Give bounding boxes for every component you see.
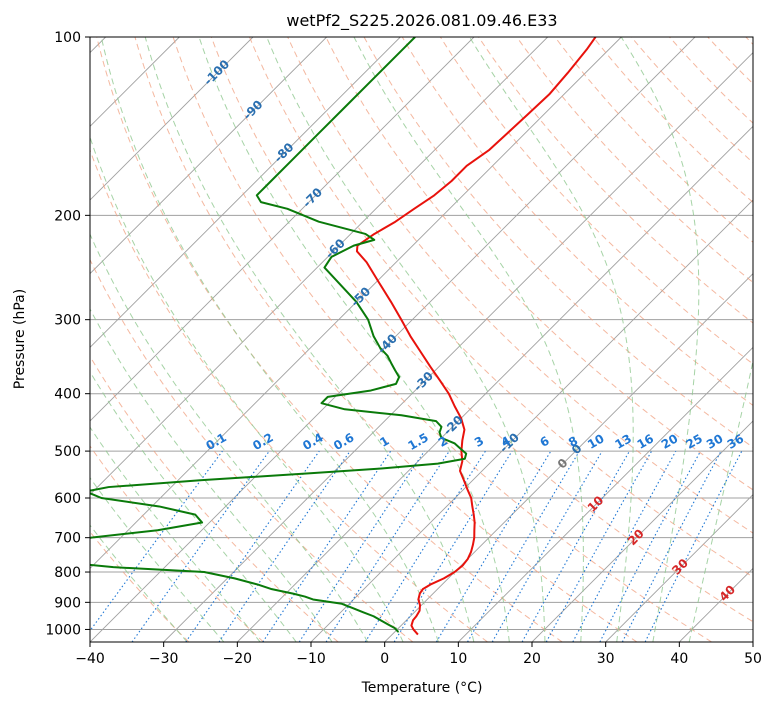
x-tick-label: 10 [449, 651, 467, 667]
moist-adiabat-line [100, 37, 439, 642]
x-tick-label: 40 [670, 651, 688, 667]
moist-adiabat-line [90, 135, 404, 642]
x-tick-label: 0 [380, 651, 389, 667]
isotherm-line [384, 273, 753, 642]
isotherm-line [90, 37, 696, 642]
isotherm-line [458, 346, 753, 642]
moist-adiabat-line [620, 37, 700, 642]
y-tick-label: 1000 [45, 622, 81, 638]
dry-adiabat-line [325, 37, 753, 491]
dry-adiabat-line [478, 37, 753, 324]
isotherm-line [90, 37, 254, 201]
isotherm-line [237, 125, 753, 642]
y-tick-label: 800 [54, 565, 81, 581]
x-tick-label: −40 [75, 651, 105, 667]
dry-adiabat-line [363, 37, 753, 448]
moist-adiabat-line [198, 37, 510, 642]
moist-adiabat-line [144, 37, 475, 642]
dry-adiabat-line [210, 37, 753, 623]
dry-adiabat-line [287, 37, 753, 534]
isotherm-line [90, 37, 548, 496]
moist-adiabat-line [90, 308, 333, 642]
mixing-ratio-line [467, 450, 580, 642]
moist-adiabat-line [90, 476, 225, 642]
mixing-ratio-line [218, 450, 351, 642]
mixing-ratio-line [435, 450, 552, 642]
mixing-ratio-line [90, 450, 223, 632]
mixing-ratio-line [491, 450, 603, 642]
y-tick-label: 900 [54, 595, 81, 611]
x-tick-label: 20 [523, 651, 541, 667]
temperature-trace [355, 37, 597, 636]
isotherm-line [531, 420, 753, 642]
moist-adiabat-line [90, 426, 261, 642]
dry-adiabat-line [249, 37, 753, 578]
mixing-ratio-line [393, 450, 513, 642]
moist-adiabat-line [90, 370, 297, 642]
y-axis-label: Pressure (hPa) [12, 289, 28, 389]
y-tick-label: 500 [54, 444, 81, 460]
x-tick-label: 30 [597, 651, 615, 667]
axes: −40 −30 −20 −10 0 10 20 30 40 50 100 200 300 400 500 60… [45, 30, 762, 667]
moist-adiabat-line [353, 37, 584, 642]
isotherm-line [90, 37, 327, 275]
isotherm-line [90, 37, 622, 569]
plot-area: -100-90-80-70-60-50-40-30-20-10 010203040… [90, 37, 753, 642]
y-tick-label: 100 [54, 30, 81, 46]
dewpoint-trace [90, 37, 468, 633]
dry-adiabat-line [516, 37, 753, 284]
x-tick-label: −30 [149, 651, 179, 667]
plot-frame [89, 36, 754, 643]
mixing-ratio-line [364, 450, 486, 642]
dry-adiabat-line [134, 37, 638, 642]
dry-adiabat-line [630, 37, 753, 164]
y-tick-label: 700 [54, 531, 81, 547]
isotherm-line [163, 52, 753, 642]
dry-adiabat-line [90, 445, 264, 642]
y-tick-label: 600 [54, 491, 81, 507]
y-tick-label: 300 [54, 313, 81, 329]
dry-adiabat-line [592, 37, 753, 203]
isotherm-line [605, 494, 753, 642]
moist-adiabat-line [90, 233, 369, 642]
x-tick-label: −20 [223, 651, 253, 667]
y-tick-label: 400 [54, 387, 81, 403]
dry-adiabat-line [401, 37, 753, 406]
y-tick-label: 200 [54, 208, 81, 224]
isotherm-line [310, 199, 753, 642]
mixing-ratio-line [521, 450, 630, 642]
mixing-ratio-line [325, 450, 450, 642]
x-tick-label: 50 [744, 651, 762, 667]
mixing-ratio-line [545, 450, 653, 642]
moist-adiabat-line [688, 358, 753, 642]
x-tick-label: −10 [296, 651, 326, 667]
moist-adiabat-line [90, 524, 188, 642]
chart-title: wetPf2_S225.2026.081.09.46.E33 [286, 11, 557, 31]
dry-adiabat-line [172, 37, 712, 642]
mixing-ratio-line [185, 450, 320, 642]
mixing-ratio-line [572, 450, 677, 642]
moist-adiabat-line [266, 37, 546, 642]
isotherm-line [90, 37, 475, 422]
x-axis-label: Temperature (°C) [361, 680, 483, 696]
mixing-ratio-line [131, 450, 270, 642]
